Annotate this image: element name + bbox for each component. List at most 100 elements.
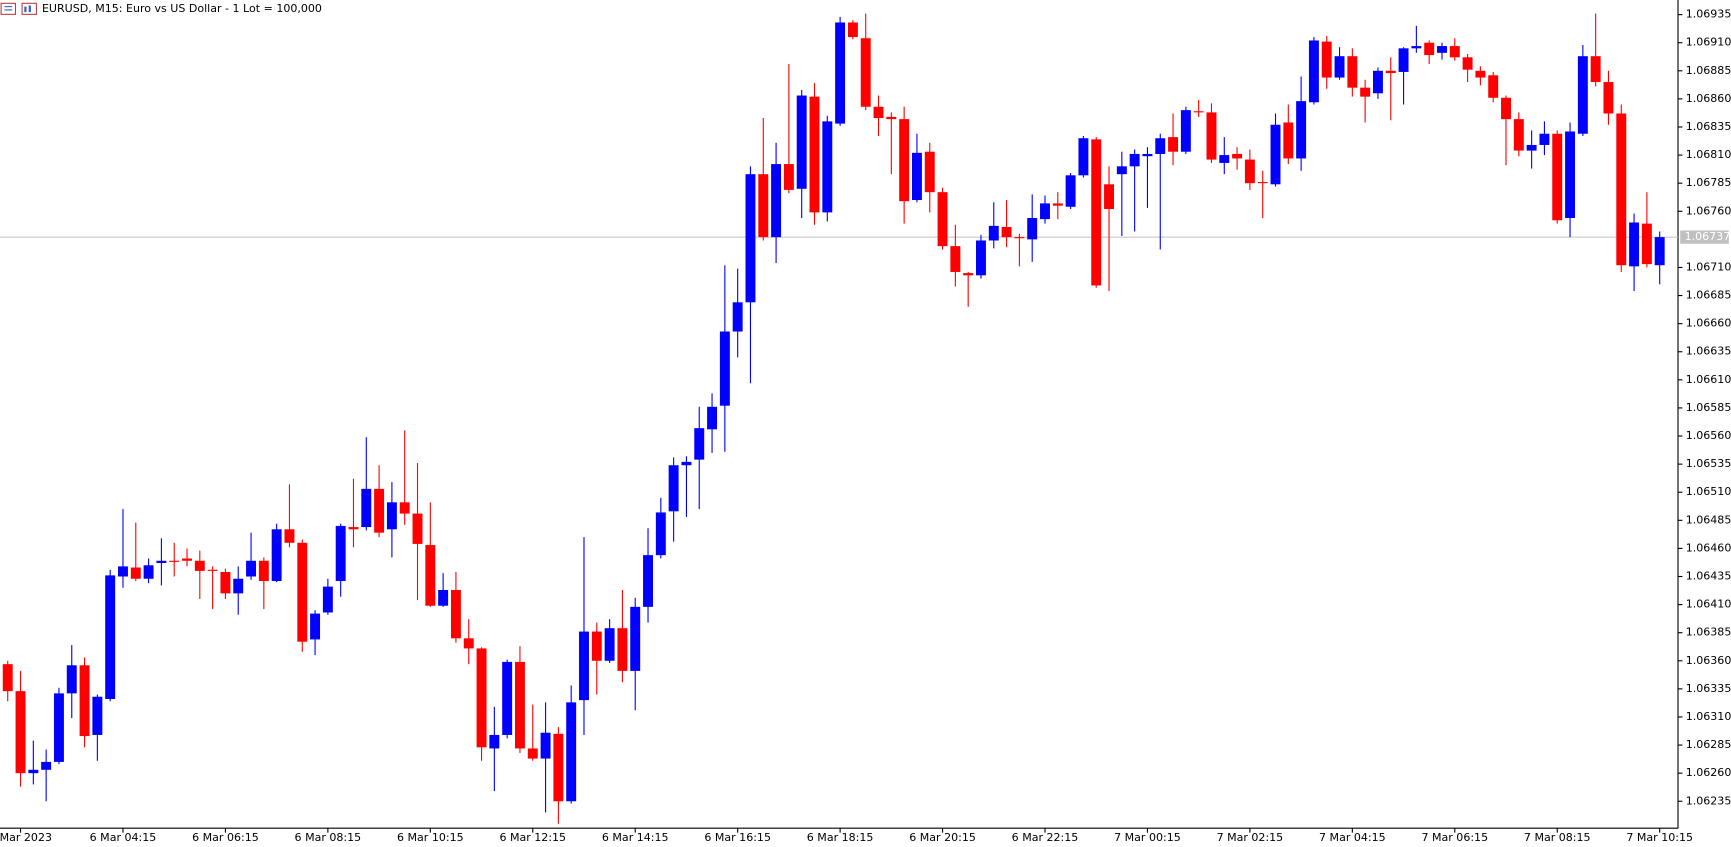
candle-body bbox=[1219, 155, 1230, 163]
candle-body bbox=[707, 406, 718, 430]
candle-body bbox=[1360, 87, 1371, 97]
candle-body bbox=[1398, 48, 1409, 72]
candle-body bbox=[1385, 70, 1396, 74]
candle-body bbox=[284, 529, 295, 543]
y-tick-label: 1.06335 bbox=[1686, 682, 1731, 695]
candle-body bbox=[1565, 131, 1576, 219]
y-tick-label: 1.06260 bbox=[1686, 766, 1731, 779]
candle-body bbox=[1501, 97, 1511, 120]
candle-body bbox=[66, 665, 77, 694]
candle-body bbox=[169, 560, 180, 562]
candle-body bbox=[207, 569, 218, 571]
candle-body bbox=[1027, 218, 1038, 240]
candle-body bbox=[924, 151, 935, 193]
candle-body bbox=[105, 575, 116, 699]
candle-body bbox=[527, 748, 538, 759]
candle-body bbox=[1462, 57, 1473, 70]
y-tick-label: 1.06410 bbox=[1686, 598, 1731, 611]
candle-body bbox=[1437, 46, 1447, 53]
candle-body bbox=[1244, 159, 1255, 184]
candle-body bbox=[937, 192, 948, 247]
y-tick-label: 1.06685 bbox=[1686, 289, 1731, 302]
candle-body bbox=[233, 578, 244, 594]
candle-body bbox=[194, 560, 205, 571]
candle-body bbox=[258, 560, 269, 581]
x-tick-label: 7 Mar 04:15 bbox=[1319, 831, 1386, 844]
candle-body bbox=[1321, 41, 1332, 78]
candle-body bbox=[489, 734, 500, 749]
candle-body bbox=[899, 119, 910, 202]
y-tick-label: 1.06835 bbox=[1686, 120, 1731, 133]
candle-body bbox=[297, 542, 308, 642]
candle-body bbox=[1513, 119, 1524, 151]
candle-body bbox=[976, 240, 986, 276]
candle-body bbox=[796, 95, 807, 189]
candle-body bbox=[322, 586, 333, 613]
candle-body bbox=[681, 461, 692, 466]
candle-body bbox=[617, 628, 628, 671]
candle-body bbox=[246, 560, 257, 577]
candle-body bbox=[310, 613, 321, 640]
candle-body bbox=[655, 512, 666, 556]
candle-body bbox=[463, 638, 474, 649]
candle-body bbox=[1539, 133, 1550, 145]
candle-body bbox=[1424, 42, 1435, 56]
candle-body bbox=[745, 174, 756, 303]
candle-body bbox=[1334, 56, 1345, 78]
y-tick-label: 1.06910 bbox=[1686, 36, 1731, 49]
x-tick-label: 6 Mar 22:15 bbox=[1012, 831, 1079, 844]
x-tick-label: 7 Mar 08:15 bbox=[1524, 831, 1591, 844]
y-tick-label: 1.06585 bbox=[1686, 401, 1731, 414]
candle-body bbox=[92, 696, 103, 735]
candle-body bbox=[374, 488, 385, 533]
candle-body bbox=[1155, 138, 1166, 154]
candle-body bbox=[835, 22, 846, 124]
candle-body bbox=[630, 606, 641, 671]
y-tick-label: 1.06560 bbox=[1686, 429, 1731, 442]
header-icons bbox=[0, 2, 37, 15]
y-tick-label: 1.06885 bbox=[1686, 64, 1731, 77]
candle-body bbox=[1629, 222, 1640, 267]
candle-body bbox=[1232, 153, 1243, 159]
candle-body bbox=[1411, 46, 1422, 49]
candle-body bbox=[53, 693, 64, 762]
candle-body bbox=[783, 164, 794, 190]
candle-body bbox=[1257, 182, 1268, 184]
candle-body bbox=[1104, 184, 1114, 210]
candle-body bbox=[1206, 112, 1217, 160]
candle-body bbox=[1142, 153, 1153, 157]
candle-body bbox=[1193, 111, 1204, 113]
y-tick-label: 1.06235 bbox=[1686, 794, 1731, 807]
candle-body bbox=[1091, 139, 1102, 286]
candle-body bbox=[950, 246, 961, 272]
candle-body bbox=[502, 661, 513, 735]
candle-body bbox=[988, 225, 999, 241]
x-tick-label: 6 Mar 06:15 bbox=[192, 831, 259, 844]
candle-body bbox=[847, 22, 858, 38]
y-tick-label: 1.06310 bbox=[1686, 710, 1731, 723]
candle-body bbox=[732, 302, 743, 332]
candle-body bbox=[591, 631, 602, 661]
candle-body bbox=[1641, 223, 1652, 265]
y-tick-label: 1.06510 bbox=[1686, 485, 1731, 498]
candle-body bbox=[1065, 175, 1076, 207]
y-tick-label: 1.06760 bbox=[1686, 204, 1731, 217]
y-tick-label: 1.06860 bbox=[1686, 92, 1731, 105]
x-tick-label: 6 Mar 18:15 bbox=[807, 831, 874, 844]
candle-body bbox=[28, 769, 39, 774]
candle-body bbox=[873, 106, 884, 118]
candle-body bbox=[1347, 56, 1358, 88]
candle-body bbox=[1475, 70, 1486, 78]
candle-body bbox=[758, 174, 769, 238]
candle-body bbox=[566, 702, 577, 802]
candle-body bbox=[886, 116, 897, 120]
candle-body bbox=[771, 164, 782, 238]
candle-body bbox=[1577, 56, 1588, 134]
candle-body bbox=[1590, 56, 1601, 83]
candle-body bbox=[1552, 133, 1563, 221]
candle-body bbox=[1180, 110, 1191, 152]
candle-body bbox=[1372, 70, 1383, 94]
candle-body bbox=[271, 529, 282, 581]
x-tick-label: 6 Mar 04:15 bbox=[90, 831, 157, 844]
